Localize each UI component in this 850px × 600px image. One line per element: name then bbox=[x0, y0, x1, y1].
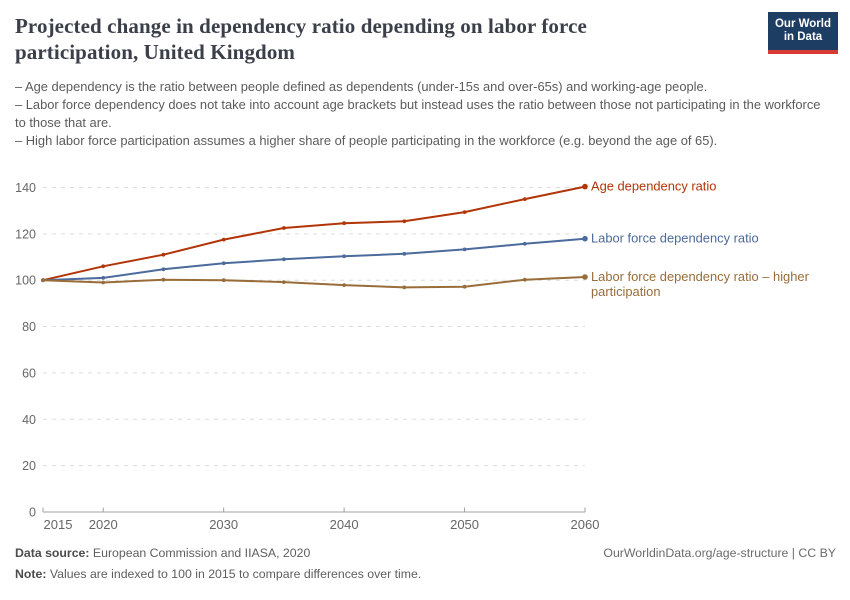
series-point bbox=[282, 226, 286, 230]
y-axis-label-120: 120 bbox=[15, 227, 36, 241]
series-point bbox=[522, 197, 527, 201]
series-point bbox=[221, 278, 226, 283]
y-axis-label-0: 0 bbox=[29, 506, 36, 520]
series-point bbox=[522, 241, 527, 246]
x-axis-label-2015: 2015 bbox=[44, 517, 73, 532]
series-labor-force-dependency-ratio: Labor force dependency ratio bbox=[41, 231, 759, 283]
note-line: Note: Values are indexed to 100 in 2015 … bbox=[15, 564, 836, 585]
series-point bbox=[41, 278, 45, 283]
series-point bbox=[582, 235, 588, 242]
x-axis-label-2050: 2050 bbox=[450, 517, 479, 532]
series-label-labor-force-dependency-ratio: Labor force dependency ratio bbox=[591, 231, 759, 246]
chart-footer: Data source: European Commission and IIA… bbox=[15, 543, 836, 585]
owid-logo-line2: in Data bbox=[783, 31, 823, 43]
x-axis-label-2030: 2030 bbox=[209, 517, 238, 532]
series-point bbox=[161, 277, 166, 282]
series-point bbox=[221, 237, 226, 242]
series-point bbox=[101, 264, 106, 269]
note-label: Note: bbox=[15, 567, 47, 581]
subtitle-bullet-labor-force-dependency: – Labor force dependency does not take i… bbox=[15, 97, 821, 130]
series-point bbox=[161, 252, 166, 257]
series-point bbox=[342, 221, 346, 226]
y-axis-label-80: 80 bbox=[22, 320, 36, 334]
series-labor-force-dependency-ratio-higher-participation: Labor force dependency ratio – higher par… bbox=[41, 269, 810, 299]
data-source-label: Data source: bbox=[15, 546, 90, 560]
series-point bbox=[342, 254, 346, 259]
y-axis-label-40: 40 bbox=[22, 413, 36, 427]
series-point bbox=[282, 280, 286, 284]
series-point bbox=[101, 280, 106, 285]
note-text: Values are indexed to 100 in 2015 to com… bbox=[46, 567, 422, 581]
data-source-line: Data source: European Commission and IIA… bbox=[15, 543, 836, 564]
owid-logo-line1: Our World bbox=[774, 18, 831, 30]
x-axis-label-2020: 2020 bbox=[89, 517, 118, 532]
owid-logo: Our World in Data bbox=[768, 12, 838, 54]
data-source-text: European Commission and IIASA, 2020 bbox=[89, 546, 311, 560]
series-point bbox=[282, 257, 286, 262]
series-point bbox=[462, 210, 467, 214]
series-point bbox=[522, 277, 527, 282]
series-point bbox=[402, 285, 407, 290]
attribution-link: OurWorldinData.org/age-structure | CC BY bbox=[603, 546, 836, 560]
series-line-labor-force-dependency-ratio-higher-participation bbox=[42, 276, 586, 289]
x-axis-label-2040: 2040 bbox=[330, 517, 359, 532]
series-age-dependency-ratio: Age dependency ratio bbox=[41, 179, 716, 283]
x-axis-label-2060: 2060 bbox=[571, 517, 600, 532]
series-line-age-dependency-ratio bbox=[42, 185, 586, 282]
subtitle-bullet-age-dependency: – Age dependency is the ratio between pe… bbox=[15, 79, 708, 94]
series-label-labor-force-dependency-ratio-higher-participation: Labor force dependency ratio – higher par… bbox=[591, 269, 810, 299]
series-point bbox=[462, 247, 467, 252]
page-title: Projected change in dependency ratio dep… bbox=[15, 14, 587, 64]
series-point bbox=[582, 274, 588, 280]
series-line-labor-force-dependency-ratio bbox=[42, 237, 586, 282]
y-axis-label-60: 60 bbox=[22, 366, 36, 380]
series-point bbox=[402, 251, 407, 256]
series-point bbox=[161, 267, 166, 272]
series-point bbox=[221, 261, 226, 266]
chart-subtitle: – Age dependency is the ratio between pe… bbox=[15, 78, 827, 150]
series-point bbox=[101, 276, 106, 280]
y-axis-label-140: 140 bbox=[15, 181, 36, 195]
y-axis-label-20: 20 bbox=[22, 459, 36, 473]
series-label-age-dependency-ratio: Age dependency ratio bbox=[591, 179, 716, 194]
subtitle-bullet-high-participation: – High labor force participation assumes… bbox=[15, 133, 718, 148]
y-axis-label-100: 100 bbox=[15, 274, 36, 288]
series-point bbox=[462, 284, 467, 289]
series-point bbox=[402, 219, 407, 224]
series-point bbox=[342, 283, 346, 287]
series-point bbox=[582, 183, 588, 190]
